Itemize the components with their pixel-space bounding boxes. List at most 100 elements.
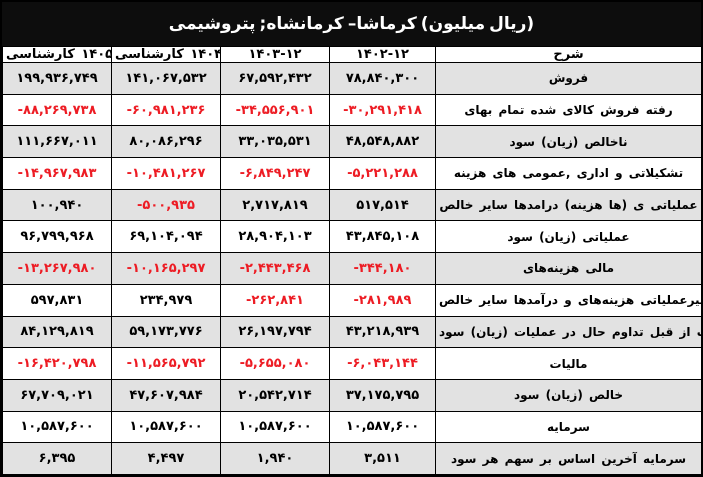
word-token: در <box>562 324 576 339</box>
word-token: بر <box>539 451 552 466</box>
value-cell: -۱۳,۲۶۷,۹۸۰ <box>2 252 112 285</box>
word-token: سایر <box>479 293 508 308</box>
value-cell: ۱۰۰,۹۴۰ <box>2 188 112 222</box>
value-cell: ۱۹۹,۹۳۶,۷۴۹ <box>2 62 112 95</box>
table-row: ۱۰۰,۹۴۰ -۵۰۰,۹۳۵ ۲,۷۱۷,۸۱۹ ۵۱۷,۵۱۴ خالص سایر… <box>2 188 702 222</box>
table-row: -۱۶,۴۲۰,۷۹۸ -۱۱,۵۶۵,۷۹۲ -۵,۶۵۵,۰۸۰ -۶,۰۴۳,۱… <box>2 347 702 380</box>
word-token: (هزینه <box>564 198 603 213</box>
value-cell: ۷۸,۸۴۰,۳۰۰ <box>329 62 436 95</box>
word-token: (زیان) <box>470 324 508 339</box>
value-cell: ۸۰,۰۸۶,۲۹۶ <box>111 125 221 159</box>
row-label: سود (زیان) ناخالص <box>435 125 702 159</box>
value-cell: ۱۰,۵۸۷,۶۰۰ <box>2 410 112 444</box>
word-token: مالی <box>585 261 615 276</box>
value-cell: ۲۳۴,۹۷۹ <box>111 283 221 317</box>
word-token: حال <box>582 324 606 339</box>
value-cell: ۴۷,۶۰۷,۹۸۴ <box>111 378 221 412</box>
word-token: از <box>679 324 691 339</box>
word-token: سرمایه <box>547 419 590 434</box>
word-token: عملیاتی <box>650 198 698 213</box>
value-cell: ۶,۳۹۵ <box>2 442 112 475</box>
value-cell: -۲۶۲,۸۴۱ <box>220 283 330 317</box>
value-cell: ۲,۷۱۷,۸۱۹ <box>220 188 330 222</box>
word-token: (زیان) <box>539 229 577 244</box>
table-row: ۹۶,۷۹۹,۹۶۸ ۶۹,۱۰۴,۰۹۴ ۲۸,۹۰۴,۱۰۳ ۴۳,۸۴۵,۱۰۸… <box>2 220 702 254</box>
table-row: ۶۷,۷۰۹,۰۲۱ ۴۷,۶۰۷,۹۸۴ ۲۰,۵۴۲,۷۱۴ ۳۷,۱۷۵,۷۹۵… <box>2 378 702 412</box>
word-token: بهای <box>464 103 493 118</box>
value-cell: ۱۰,۵۸۷,۶۰۰ <box>220 410 330 444</box>
value-cell: ۳۳,۰۳۵,۵۳۱ <box>220 125 330 159</box>
header-cell-estimate: کارشناسی ۱۴۰۴ <box>111 46 221 63</box>
word-token: ریال) <box>489 14 535 34</box>
financial-table: کارشناسی ۱۴۰۵ کارشناسی ۱۴۰۴ ۱۴۰۳-۱۲ ۱۴۰۲-۱۲… <box>2 46 702 475</box>
word-token: عملیات <box>514 324 557 339</box>
word-token: مالیات <box>549 356 588 371</box>
word-token: سرمایه <box>643 451 687 466</box>
word-token: سود <box>513 388 540 403</box>
header-cell-description: شرح <box>435 46 702 63</box>
value-cell: -۸۸,۲۶۹,۷۳۸ <box>2 93 112 127</box>
word-token: سایر <box>479 198 508 213</box>
value-cell: ۵۹,۱۷۳,۷۷۶ <box>111 315 221 349</box>
word-token: ناخالص <box>584 134 628 149</box>
value-cell: -۳۴۴,۱۸۰ <box>329 252 436 285</box>
word-token: هزینه‌های <box>522 261 580 276</box>
word-token: غیرعملیاتی <box>640 293 702 308</box>
row-label: سود (زیان) عملیات در حال تداوم قبل از ما… <box>435 315 702 349</box>
word-token: فروش <box>548 71 589 86</box>
word-token: خالص <box>439 293 474 308</box>
value-cell: -۱۶,۴۲۰,۷۹۸ <box>2 347 112 380</box>
value-cell: ۲۶,۱۹۷,۷۹۴ <box>220 315 330 349</box>
row-label: سود (زیان) خالص <box>435 378 702 412</box>
header-cell-period: ۱۴۰۳-۱۲ <box>220 46 330 63</box>
word-token: درآمدها <box>513 293 559 308</box>
word-token: ۱۴۰۴ <box>190 47 221 62</box>
table-row: ۱۹۹,۹۳۶,۷۴۹ ۱۴۱,۰۶۷,۵۳۲ ۶۷,۵۹۲,۴۳۲ ۷۸,۸۴۰,۳… <box>2 62 702 95</box>
row-label: سود (زیان) عملیاتی <box>435 220 702 254</box>
value-cell: ۵۱۷,۵۱۴ <box>329 188 436 222</box>
word-token: خالص <box>588 388 624 403</box>
header-cell-estimate: کارشناسی ۱۴۰۵ <box>2 46 112 63</box>
row-label: خالص سایر درامدها (هزینه ها) ی عملیاتی <box>435 188 702 222</box>
word-token: عمومی, <box>522 166 571 181</box>
table-row: ۶,۳۹۵ ۴,۴۹۷ ۱,۹۴۰ ۳,۵۱۱ سود هر سهم بر اساس آ… <box>2 442 702 475</box>
value-cell: -۲۸۱,۹۸۹ <box>329 283 436 317</box>
word-token: و <box>564 293 572 308</box>
word-token: و <box>615 166 623 181</box>
word-token: سود <box>507 229 533 244</box>
value-cell: -۵,۲۲۱,۲۸۸ <box>329 157 436 190</box>
word-token: سود <box>450 451 477 466</box>
value-cell: ۹۶,۷۹۹,۹۶۸ <box>2 220 112 254</box>
row-label: سرمایه <box>435 410 702 444</box>
value-cell: -۱۴,۹۶۷,۹۸۳ <box>2 157 112 190</box>
value-cell: -۲,۴۴۳,۴۶۸ <box>220 252 330 285</box>
word-token: سود <box>509 134 535 149</box>
word-token: کارشناسی <box>115 47 184 62</box>
word-token: اساس <box>558 451 596 466</box>
word-token: سود <box>439 324 465 339</box>
value-cell: -۱۰,۴۸۱,۲۶۷ <box>111 157 221 190</box>
value-cell: ۳۷,۱۷۵,۷۹۵ <box>329 378 436 412</box>
value-cell: ۶۷,۵۹۲,۴۳۲ <box>220 62 330 95</box>
value-cell: ۵۹۷,۸۳۱ <box>2 283 112 317</box>
value-cell: ۲۸,۹۰۴,۱۰۳ <box>220 220 330 254</box>
value-cell: ۱۴۱,۰۶۷,۵۳۲ <box>111 62 221 95</box>
row-label: سود هر سهم بر اساس آخرین سرمایه <box>435 442 702 475</box>
row-label: بهای تمام شده کالای فروش رفته <box>435 93 702 127</box>
word-token: (زیان) <box>545 388 583 403</box>
value-cell: -۱۰,۱۶۵,۲۹۷ <box>111 252 221 285</box>
value-cell: ۱۱۱,۶۶۷,۰۱۱ <box>2 125 112 159</box>
page-title: پتروشیمی ;کرمانشاه –کرماشا (میلیون ریال) <box>2 2 701 46</box>
value-cell: -۱۱,۵۶۵,۷۹۲ <box>111 347 221 380</box>
value-cell: ۲۰,۵۴۲,۷۱۴ <box>220 378 330 412</box>
word-token: قبل <box>649 324 674 339</box>
value-cell: -۶,۸۴۹,۲۴۷ <box>220 157 330 190</box>
value-cell: ۴,۴۹۷ <box>111 442 221 475</box>
word-token: مالیات <box>697 325 701 339</box>
value-cell: -۳۴,۵۵۶,۹۰۱ <box>220 93 330 127</box>
row-label: مالیات <box>435 347 702 380</box>
value-cell: -۵,۶۵۵,۰۸۰ <box>220 347 330 380</box>
word-token: ;کرمانشاه <box>259 14 344 34</box>
table-row: ۱۱۱,۶۶۷,۰۱۱ ۸۰,۰۸۶,۲۹۶ ۳۳,۰۳۵,۵۳۱ ۴۸,۵۴۸,۸۸… <box>2 125 702 159</box>
